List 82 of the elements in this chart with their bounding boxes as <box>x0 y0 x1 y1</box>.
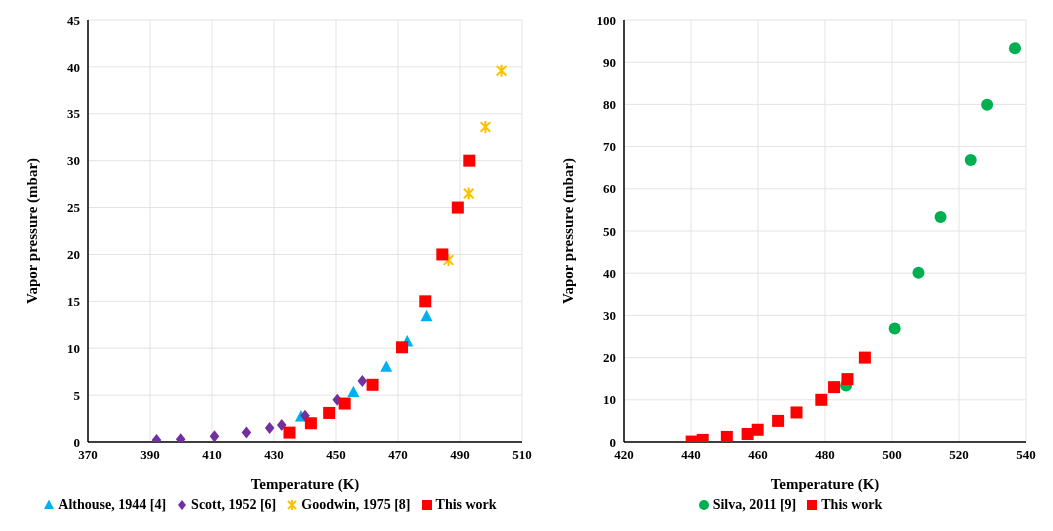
x-tick-label: 430 <box>264 447 284 463</box>
x-tick-label: 450 <box>326 447 346 463</box>
point <box>304 417 317 430</box>
y-axis-title: Vapor pressure (mbar) <box>24 157 42 305</box>
point <box>419 295 432 308</box>
point <box>479 119 492 134</box>
point <box>981 98 994 111</box>
y-tick-label: 5 <box>73 387 81 403</box>
y-tick-label: 25 <box>67 200 81 216</box>
x-axis-title: Temperature (K) <box>250 476 360 493</box>
x-tick-label: 460 <box>748 447 768 463</box>
point <box>276 419 287 432</box>
point <box>888 322 901 335</box>
x-tick-label: 490 <box>450 447 470 463</box>
y-tick-label: 0 <box>609 434 616 450</box>
point <box>209 430 220 442</box>
point <box>828 381 841 394</box>
point <box>380 360 393 372</box>
x-tick-label: 440 <box>681 447 701 463</box>
point <box>436 248 449 261</box>
legend-label: This work <box>435 497 497 513</box>
point <box>241 426 252 439</box>
point <box>934 211 947 224</box>
x-tick-label: 410 <box>202 447 222 463</box>
legend-label: Goodwin, 1975 [8] <box>301 497 411 513</box>
point <box>912 266 925 279</box>
x-tick-label: 420 <box>614 447 634 463</box>
point <box>841 373 854 386</box>
point <box>495 63 508 78</box>
point <box>790 406 803 419</box>
x-tick-label: 480 <box>815 447 835 463</box>
point <box>357 375 368 388</box>
x-tick-label: 470 <box>388 447 408 463</box>
x-axis-title: Temperature (K) <box>770 476 880 493</box>
point <box>442 253 455 268</box>
y-tick-label: 10 <box>67 340 80 356</box>
y-tick-label: 100 <box>596 12 616 28</box>
point <box>347 385 360 398</box>
y-tick-label: 40 <box>603 265 616 281</box>
point <box>964 154 977 167</box>
point <box>772 414 785 427</box>
y-tick-label: 30 <box>603 308 616 324</box>
point <box>751 423 764 436</box>
y-tick-label: 70 <box>603 139 616 155</box>
x-tick-label: 520 <box>949 447 969 463</box>
y-tick-label: 30 <box>67 153 80 169</box>
y-tick-label: 40 <box>67 59 80 75</box>
point <box>1008 42 1021 55</box>
y-axis-title: Vapor pressure (mbar) <box>560 157 578 305</box>
x-tick-label: 390 <box>140 447 160 463</box>
point <box>451 201 464 214</box>
legend-label: Silva, 2011 [9] <box>712 497 797 513</box>
legend-label: Scott, 1952 [6] <box>191 497 277 513</box>
point <box>264 421 275 434</box>
legend-label: Althouse, 1944 [4] <box>58 497 167 513</box>
point <box>858 351 871 364</box>
point <box>815 393 828 406</box>
x-tick-label: 510 <box>512 447 532 463</box>
point <box>366 378 379 391</box>
x-tick-label: 500 <box>882 447 902 463</box>
y-tick-label: 45 <box>67 12 81 28</box>
y-tick-label: 10 <box>603 392 616 408</box>
y-tick-label: 35 <box>67 106 81 122</box>
point <box>338 397 351 410</box>
point <box>462 186 475 201</box>
y-tick-label: 50 <box>603 223 616 239</box>
y-tick-label: 0 <box>73 434 80 450</box>
y-tick-label: 20 <box>67 247 80 263</box>
x-tick-label: 370 <box>78 447 98 463</box>
y-tick-label: 60 <box>603 181 616 197</box>
legend-label: This work <box>821 497 883 513</box>
y-tick-label: 15 <box>67 293 81 309</box>
point <box>463 154 476 167</box>
point <box>283 426 296 439</box>
point <box>720 430 733 442</box>
point <box>396 341 409 354</box>
y-tick-label: 80 <box>603 97 616 113</box>
x-tick-label: 540 <box>1016 447 1036 463</box>
point <box>323 406 336 419</box>
point <box>420 309 433 322</box>
y-tick-label: 20 <box>603 350 616 366</box>
y-tick-label: 90 <box>603 54 616 70</box>
